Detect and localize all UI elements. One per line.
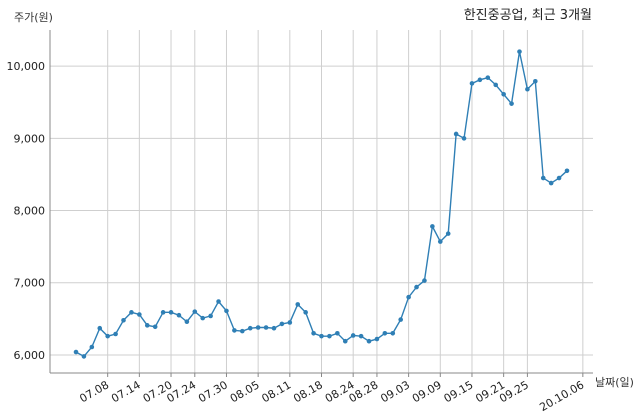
data-point (81, 354, 87, 359)
data-point (469, 81, 475, 86)
data-point (311, 330, 316, 336)
y-tick-label: 7,000 (14, 277, 46, 290)
x-tick-label: 09.09 (410, 378, 444, 405)
data-point (525, 86, 530, 92)
data-point (350, 333, 356, 338)
x-tick-label: 07.08 (77, 378, 111, 405)
data-point (335, 330, 340, 336)
data-point (303, 310, 308, 315)
data-point (540, 175, 546, 181)
y-tick-label: 8,000 (14, 205, 46, 218)
data-point (105, 333, 110, 339)
data-point (224, 308, 229, 314)
data-point (129, 310, 134, 315)
data-point (152, 324, 158, 330)
y-tick-label: 6,000 (14, 349, 46, 362)
data-point (390, 330, 396, 336)
y-tick-label: 9,000 (14, 132, 46, 145)
data-point (517, 49, 522, 54)
x-tick-label: 07.30 (196, 378, 230, 405)
data-point (200, 315, 206, 321)
data-point (461, 136, 467, 141)
data-point (208, 313, 213, 319)
x-tick-label: 09.03 (378, 378, 412, 405)
data-point (453, 131, 459, 137)
data-point (437, 239, 443, 244)
data-point (73, 349, 79, 355)
data-point (279, 321, 285, 327)
data-point (477, 77, 483, 83)
data-point (501, 91, 506, 97)
data-point (374, 336, 380, 342)
data-point (271, 325, 277, 331)
data-point (168, 310, 174, 315)
data-point (548, 180, 554, 186)
series-points-layer (73, 49, 570, 359)
data-point (509, 101, 514, 106)
chart-title: 한진중공업, 최근 3개월 (464, 8, 592, 23)
tick-labels-layer: 6,0007,0008,0009,00010,00007.0807.1407.2… (7, 60, 587, 414)
data-point (414, 284, 419, 290)
y-axis-title: 주가(원) (14, 11, 53, 24)
data-point (382, 330, 388, 336)
data-point (255, 325, 261, 330)
data-point (121, 317, 126, 323)
data-point (240, 328, 245, 334)
data-point (406, 294, 411, 300)
data-point (445, 231, 451, 236)
data-point (358, 333, 364, 339)
data-point (232, 328, 237, 333)
data-point (216, 299, 221, 304)
x-tick-label: 07.14 (109, 378, 143, 405)
x-tick-label: 08.11 (260, 378, 294, 405)
data-point (342, 338, 348, 344)
data-point (398, 317, 403, 322)
data-point (319, 333, 324, 339)
data-point (176, 312, 182, 318)
data-point (422, 278, 427, 283)
data-point (247, 325, 253, 331)
x-tick-label: 20.10.06 (537, 378, 586, 414)
data-point (113, 331, 118, 337)
data-point (533, 78, 538, 84)
data-point (564, 168, 570, 174)
data-point (160, 310, 166, 315)
data-point (430, 224, 435, 229)
data-point (97, 325, 103, 331)
data-point (485, 75, 491, 80)
data-point (287, 320, 293, 325)
data-point (89, 344, 95, 350)
data-point (295, 302, 301, 307)
data-point (184, 319, 190, 325)
data-point (493, 82, 499, 88)
axes (49, 30, 593, 377)
grid-lines (50, 30, 593, 373)
data-point (137, 312, 142, 317)
x-tick-label: 08.18 (291, 378, 325, 405)
x-axis-title: 날짜(일) (595, 375, 634, 389)
data-point (366, 338, 372, 344)
data-point (327, 333, 332, 339)
x-tick-label: 09.15 (442, 378, 476, 405)
data-point (144, 323, 150, 328)
data-point (192, 309, 198, 314)
data-point (556, 175, 562, 181)
data-point (263, 325, 269, 330)
x-tick-label: 08.05 (228, 378, 262, 405)
y-tick-label: 10,000 (7, 60, 46, 73)
